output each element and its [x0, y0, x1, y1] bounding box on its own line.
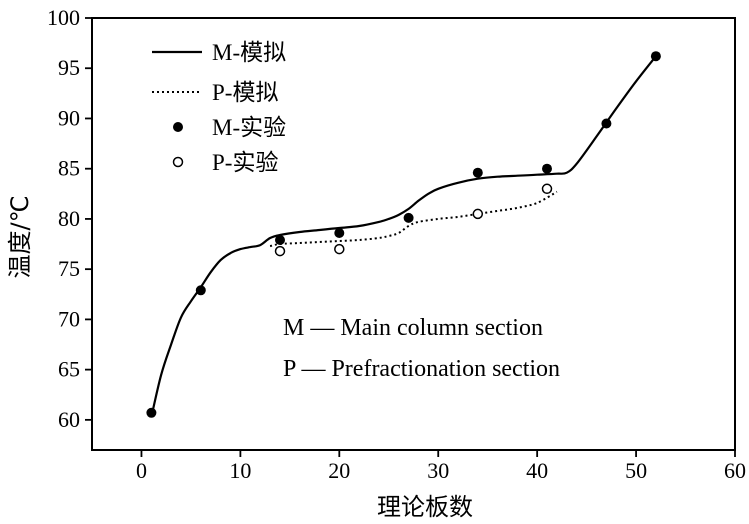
series-2-point: [542, 163, 552, 174]
series-3-point: [334, 243, 345, 255]
annotation-prefractionation: P — Prefractionation section: [283, 356, 560, 382]
series-2-point: [334, 228, 345, 238]
series-layer: [146, 51, 661, 418]
y-tick-label: 70: [58, 306, 80, 331]
legend-label-p-sim: P-模拟: [212, 80, 278, 105]
series-line-0: [150, 55, 657, 418]
series-line-1: [269, 190, 558, 248]
y-tick-label: 65: [58, 357, 80, 382]
series-2-point: [650, 51, 661, 62]
y-axis-title: 温度/℃: [6, 195, 34, 278]
x-tick-label: 20: [328, 458, 350, 483]
series-3-point: [274, 245, 286, 257]
y-tick-label: 100: [47, 5, 80, 30]
y-tick-label: 75: [58, 256, 80, 281]
x-tick-label: 10: [229, 458, 251, 483]
y-tick-label: 60: [58, 407, 80, 432]
legend-marker-m-exp: [173, 122, 183, 132]
series-2-point: [146, 407, 157, 418]
x-axis-title: 理论板数: [377, 493, 473, 521]
series-2-point: [195, 285, 206, 296]
series-2-point: [601, 118, 612, 129]
annotation-main-column: M — Main column section: [283, 315, 543, 341]
x-tick-label: 30: [427, 458, 449, 483]
series-3-point: [472, 208, 484, 220]
legend-label-m-exp: M-实验: [212, 115, 286, 140]
plot-frame: [91, 17, 736, 451]
legend-label-m-sim: M-模拟: [212, 40, 286, 65]
legend-marker-p-exp: [172, 156, 184, 168]
axis-ticks: 0 10 20 30 40 50 60 60 65 70 75 80 85 90 95 100: [47, 5, 746, 483]
y-tick-label: 95: [58, 55, 80, 80]
series-2-point: [472, 167, 483, 178]
series-2-point: [403, 212, 414, 223]
y-tick-label: 80: [58, 206, 80, 231]
y-tick-label: 85: [58, 156, 80, 181]
x-tick-label: 40: [526, 458, 548, 483]
legend-label-p-exp: P-实验: [212, 150, 278, 175]
x-tick-label: 60: [724, 458, 746, 483]
series-2-point: [275, 235, 285, 245]
x-tick-label: 0: [136, 458, 147, 483]
y-tick-label: 90: [58, 105, 80, 130]
x-tick-label: 50: [625, 458, 647, 483]
legend: M-模拟 P-模拟 M-实验 P-实验: [152, 40, 286, 175]
series-3-point: [541, 183, 553, 195]
